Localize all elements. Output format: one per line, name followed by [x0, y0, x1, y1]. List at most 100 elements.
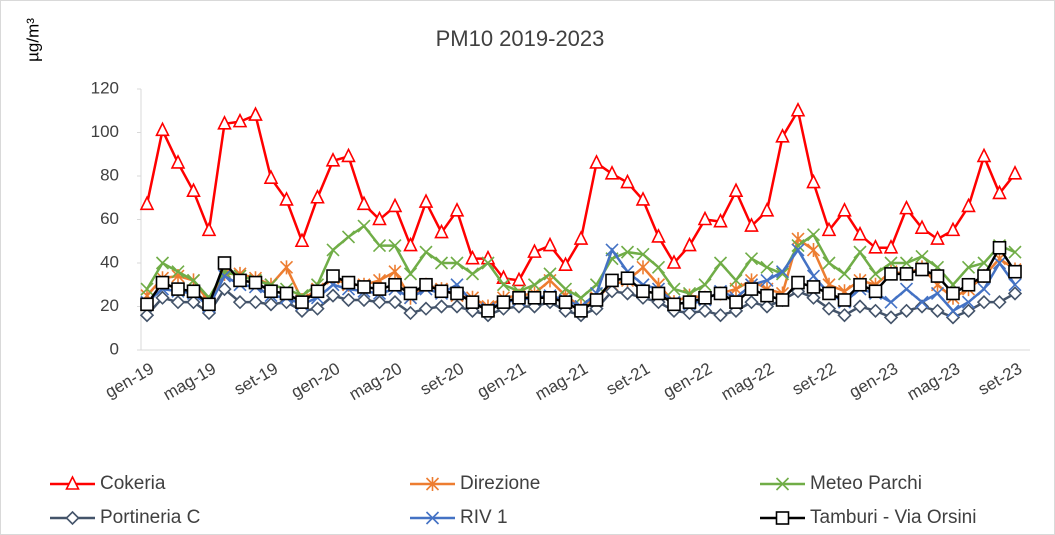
marker [961, 197, 976, 213]
chart-title: PM10 2019-2023 [436, 26, 605, 51]
marker [775, 267, 790, 281]
marker [387, 295, 403, 310]
marker [899, 282, 914, 296]
marker [713, 256, 728, 270]
y-axis-label: µg/m³ [23, 18, 42, 62]
marker [729, 295, 743, 309]
marker [682, 295, 697, 309]
y-tick-label: 100 [91, 122, 119, 141]
marker [605, 273, 619, 288]
marker [899, 199, 914, 215]
marker [620, 271, 635, 286]
marker [294, 232, 310, 248]
marker [961, 260, 976, 274]
legend-label: Tamburi - Via Orsini [810, 507, 976, 528]
marker [884, 295, 898, 309]
marker [171, 265, 185, 279]
marker [790, 101, 806, 117]
marker [744, 282, 759, 296]
marker [620, 286, 635, 301]
marker [977, 269, 991, 283]
marker [852, 299, 868, 314]
marker [884, 267, 898, 281]
marker [976, 295, 992, 310]
legend-label: RIV 1 [460, 507, 508, 528]
marker [248, 275, 263, 290]
marker [496, 278, 511, 292]
y-tick-label: 40 [100, 252, 119, 271]
marker [155, 275, 170, 290]
marker [387, 197, 403, 213]
marker [279, 286, 294, 301]
marker [744, 295, 759, 310]
marker [418, 301, 434, 316]
marker [449, 202, 465, 217]
marker [604, 165, 620, 180]
marker [713, 212, 728, 228]
marker [372, 239, 387, 253]
marker [403, 267, 418, 281]
marker [1008, 245, 1022, 259]
marker [636, 247, 650, 261]
marker [388, 239, 402, 253]
marker [1008, 278, 1022, 292]
marker [744, 217, 759, 232]
marker [868, 303, 883, 318]
marker [558, 295, 573, 309]
series [139, 101, 1023, 287]
marker [357, 219, 371, 233]
marker [822, 256, 836, 270]
marker [837, 202, 852, 217]
marker [264, 284, 278, 299]
marker [977, 282, 991, 296]
marker [341, 275, 356, 290]
y-tick-label: 120 [91, 78, 119, 97]
series [140, 240, 1022, 318]
marker [419, 245, 433, 259]
marker [434, 284, 449, 299]
marker [186, 182, 201, 198]
marker [232, 112, 248, 128]
marker [403, 286, 418, 301]
marker [791, 243, 805, 257]
marker [542, 236, 558, 252]
marker [636, 284, 650, 299]
marker [341, 292, 356, 308]
marker [217, 281, 232, 297]
marker [775, 477, 790, 491]
marker [279, 191, 294, 206]
marker [899, 303, 914, 318]
marker [636, 260, 650, 275]
marker [527, 243, 542, 258]
marker [651, 228, 666, 243]
marker [341, 230, 356, 244]
marker [651, 286, 666, 301]
marker [713, 286, 728, 301]
marker [186, 273, 201, 287]
marker [791, 275, 805, 290]
marker [527, 290, 542, 305]
marker [651, 260, 666, 274]
marker [915, 295, 929, 309]
marker [775, 265, 790, 279]
marker [403, 236, 418, 252]
marker [822, 286, 836, 301]
marker [65, 510, 80, 526]
marker [589, 154, 604, 169]
marker [992, 184, 1007, 200]
marker [666, 254, 682, 269]
marker [868, 284, 883, 299]
legend-label: Portineria C [100, 507, 200, 528]
marker [202, 297, 216, 312]
marker [388, 264, 402, 279]
marker [976, 147, 992, 163]
marker [310, 188, 325, 204]
marker [450, 286, 464, 301]
marker [930, 286, 945, 301]
marker [961, 277, 976, 292]
marker [1008, 264, 1022, 279]
marker [372, 210, 387, 226]
marker [728, 182, 744, 198]
marker [791, 239, 805, 253]
